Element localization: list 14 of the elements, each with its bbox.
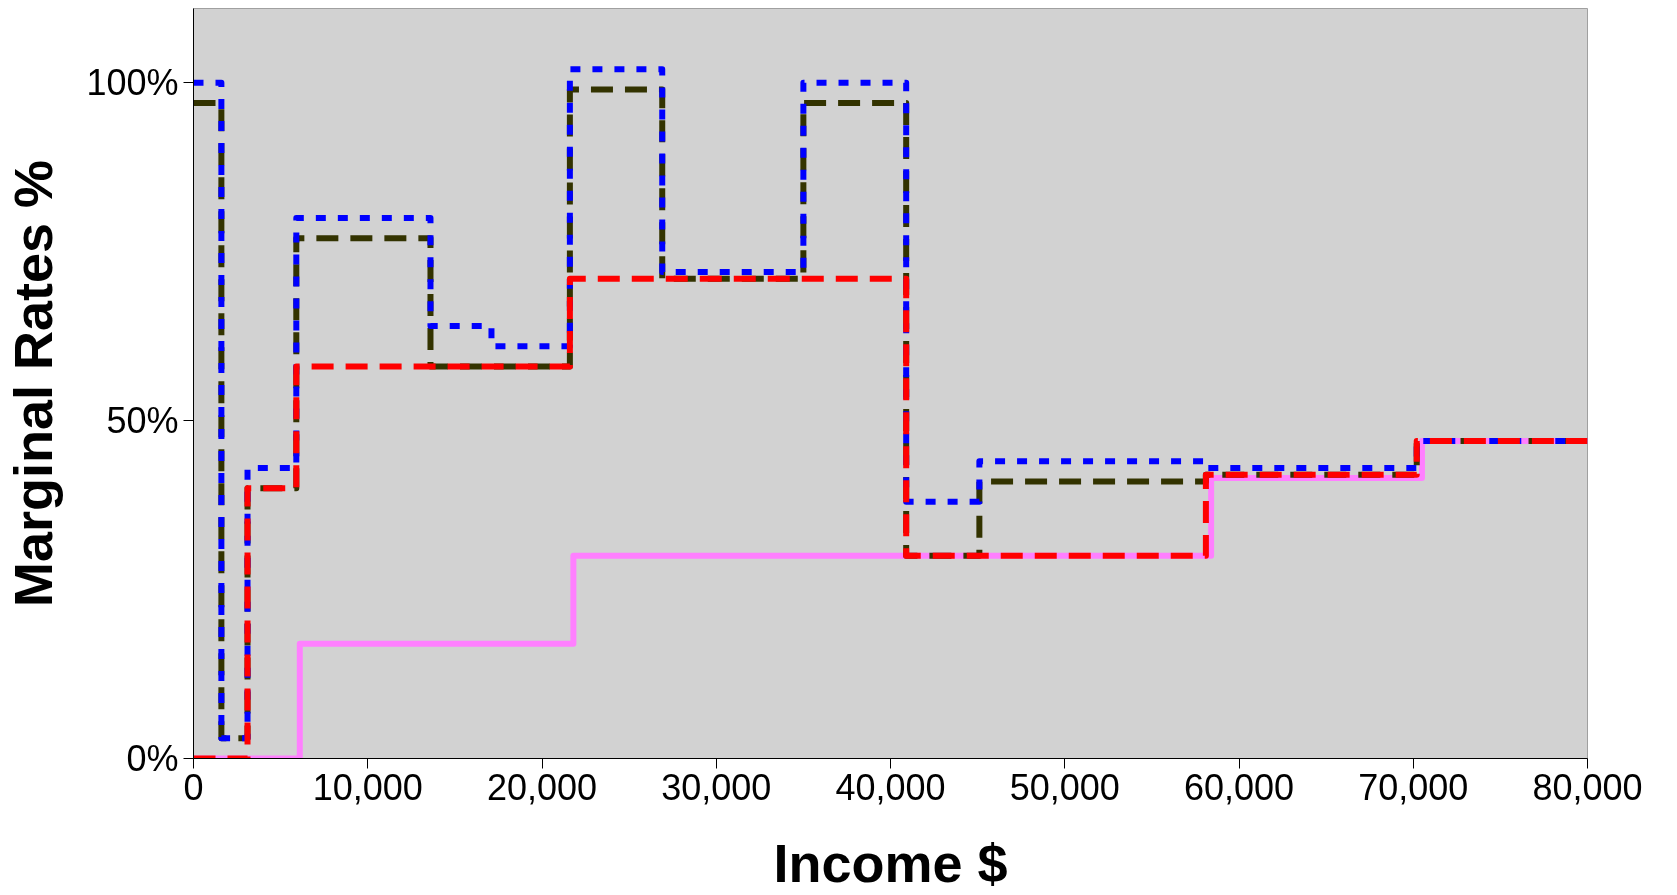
x-axis-title: Income $ [773, 832, 1008, 893]
y-tick-label: 50% [106, 400, 179, 442]
y-tick-label: 0% [126, 738, 179, 779]
y-axis-title: Marginal Rates % [3, 159, 64, 608]
x-tick-label: 20,000 [486, 766, 598, 808]
x-tick-label: 40,000 [835, 766, 946, 808]
x-tick-label: 0 [183, 766, 204, 808]
x-tick-label: 70,000 [1358, 766, 1469, 808]
x-tick-label: 80,000 [1532, 766, 1643, 808]
y-tick-label: 100% [86, 62, 179, 104]
x-tick-label: 50,000 [1009, 766, 1120, 808]
x-tick-label: 60,000 [1183, 766, 1295, 808]
x-tick-label: 10,000 [312, 766, 423, 808]
x-tick-label: 30,000 [661, 766, 772, 808]
